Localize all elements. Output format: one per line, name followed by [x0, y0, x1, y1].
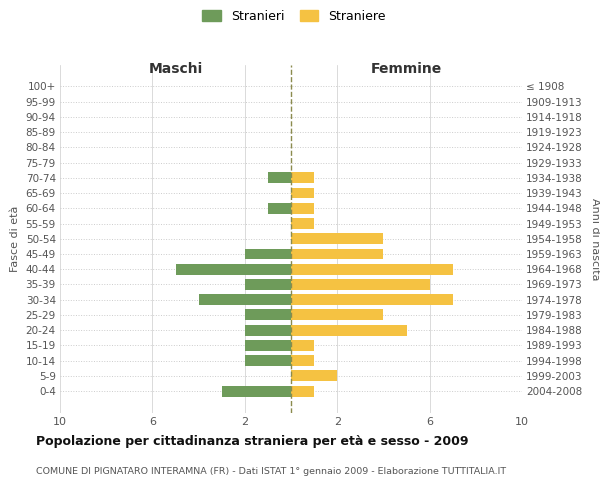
- Bar: [291, 310, 383, 320]
- Bar: [291, 386, 314, 396]
- Text: Popolazione per cittadinanza straniera per età e sesso - 2009: Popolazione per cittadinanza straniera p…: [36, 435, 469, 448]
- Bar: [291, 234, 383, 244]
- Bar: [291, 355, 314, 366]
- Bar: [268, 172, 291, 184]
- Bar: [291, 203, 314, 213]
- Bar: [245, 355, 291, 366]
- Bar: [245, 324, 291, 336]
- Text: Femmine: Femmine: [371, 62, 442, 76]
- Bar: [245, 310, 291, 320]
- Bar: [291, 264, 453, 274]
- Bar: [268, 203, 291, 213]
- Bar: [176, 264, 291, 274]
- Text: COMUNE DI PIGNATARO INTERAMNA (FR) - Dati ISTAT 1° gennaio 2009 - Elaborazione T: COMUNE DI PIGNATARO INTERAMNA (FR) - Dat…: [36, 468, 506, 476]
- Y-axis label: Fasce di età: Fasce di età: [10, 206, 20, 272]
- Bar: [291, 248, 383, 260]
- Bar: [291, 279, 430, 290]
- Y-axis label: Anni di nascita: Anni di nascita: [590, 198, 599, 280]
- Bar: [291, 324, 407, 336]
- Bar: [222, 386, 291, 396]
- Bar: [291, 218, 314, 229]
- Text: Maschi: Maschi: [148, 62, 203, 76]
- Bar: [291, 188, 314, 198]
- Bar: [199, 294, 291, 305]
- Bar: [291, 294, 453, 305]
- Bar: [245, 248, 291, 260]
- Bar: [291, 370, 337, 382]
- Bar: [291, 340, 314, 351]
- Bar: [245, 340, 291, 351]
- Bar: [291, 172, 314, 184]
- Bar: [245, 279, 291, 290]
- Legend: Stranieri, Straniere: Stranieri, Straniere: [199, 6, 389, 26]
